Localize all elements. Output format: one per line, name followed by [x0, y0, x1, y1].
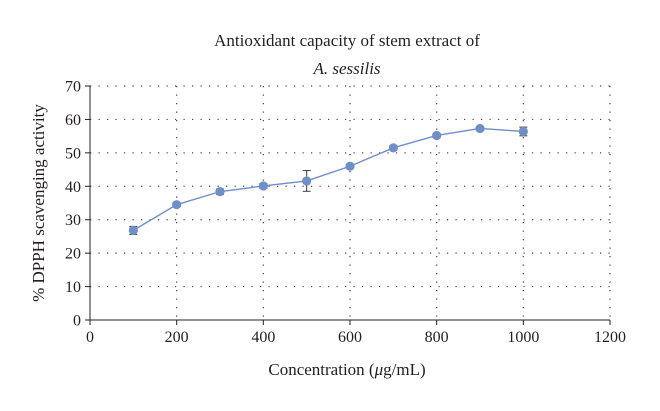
series-line [132, 127, 524, 232]
data-point [388, 143, 398, 153]
x-axis-label-suffix: g/mL) [383, 360, 426, 379]
x-axis-label: Concentration (μg/mL) [268, 360, 425, 379]
data-point [258, 181, 268, 191]
data-point [518, 126, 528, 137]
y-tick-label: 0 [73, 313, 81, 330]
y-tick-label: 70 [65, 79, 81, 96]
x-tick-label: 200 [165, 329, 189, 346]
y-tick-label: 50 [65, 145, 81, 162]
y-tick-label: 30 [65, 212, 81, 229]
x-tick-label: 600 [338, 329, 362, 346]
x-axis-label-prefix: Concentration ( [268, 360, 375, 379]
grid [90, 85, 611, 320]
chart-title-line-1: Antioxidant capacity of stem extract of [214, 31, 480, 50]
series-group [128, 123, 528, 236]
data-point [432, 130, 442, 141]
data-point [345, 161, 355, 171]
data-point [302, 176, 312, 186]
chart-title: Antioxidant capacity of stem extract of … [214, 31, 480, 78]
axes [85, 85, 611, 325]
x-tick-label: 400 [251, 329, 275, 346]
y-axis-label: % DPPH scavenging activity [29, 104, 48, 302]
data-point [172, 200, 182, 210]
x-tick-label: 800 [425, 329, 449, 346]
x-tick-label: 1000 [507, 329, 539, 346]
data-point [128, 225, 138, 236]
chart-title-line-2: A. sessilis [312, 59, 380, 78]
data-point [215, 187, 225, 197]
y-tick-label: 40 [65, 179, 81, 196]
y-tick-label: 20 [65, 246, 81, 263]
x-axis-label-mu: μ [374, 360, 384, 379]
y-tick-label: 60 [65, 112, 81, 129]
y-tick-labels: 0 10 20 30 40 50 60 70 [65, 79, 81, 330]
x-tick-labels: 0 200 400 600 800 1000 1200 [86, 329, 626, 346]
x-tick-label: 1200 [594, 329, 626, 346]
data-point [475, 123, 485, 134]
y-tick-label: 10 [65, 279, 81, 296]
x-tick-label: 0 [86, 329, 94, 346]
